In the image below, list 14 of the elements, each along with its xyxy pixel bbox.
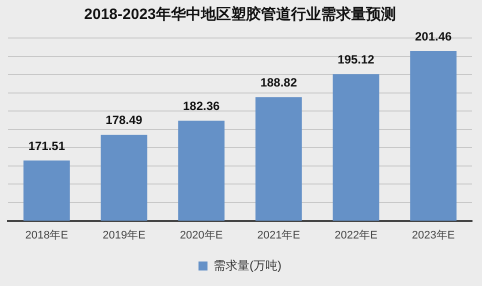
data-label: 171.51 [28, 138, 66, 153]
x-tick-label: 2023年E [412, 229, 455, 242]
legend-label: 需求量(万吨) [214, 258, 282, 272]
data-label: 188.82 [260, 75, 298, 90]
data-label: 178.49 [106, 113, 143, 128]
x-tick-label: 2019年E [102, 229, 146, 242]
x-tick-label: 2022年E [334, 229, 378, 242]
chart-title: 2018-2023年华中地区塑胶管道行业需求量预测 [84, 5, 396, 24]
x-tick-label: 2018年E [25, 229, 68, 242]
data-label: 201.46 [414, 29, 452, 44]
data-label: 195.12 [338, 52, 375, 66]
data-label: 182.36 [182, 99, 220, 114]
x-tick-label: 2020年E [180, 229, 223, 242]
x-tick-label: 2021年E [257, 229, 300, 242]
